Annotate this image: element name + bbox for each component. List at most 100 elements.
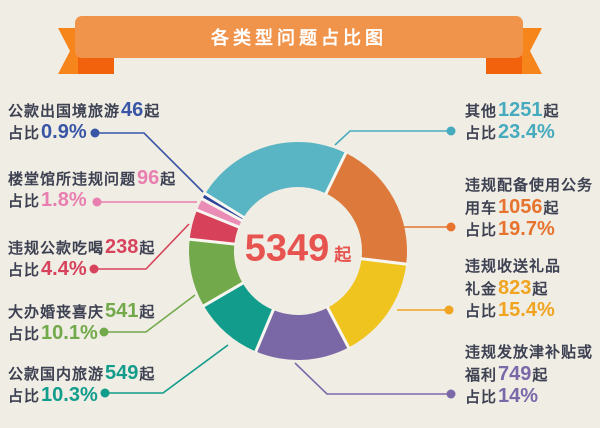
connector-dot-allowances-welfare — [446, 389, 456, 399]
label-text: 违规公款吃喝 — [8, 240, 105, 257]
connector-line-banquets — [94, 223, 190, 270]
slice-gap — [202, 281, 245, 308]
donut-slice-allowances-welfare — [255, 307, 349, 360]
label-text: 礼金 — [465, 281, 498, 298]
donut-slice-official-vehicles — [326, 153, 407, 265]
connector-line-domestic-travel — [105, 344, 229, 394]
ratio-prefix: 占比 — [465, 303, 498, 320]
label-text: 违规收送礼品 — [465, 258, 562, 275]
label-official-vehicles: 违规配备使用公务 用车 1056 起 占比 19.7% — [465, 174, 593, 240]
label-line: 占比 23.4% — [465, 121, 560, 143]
label-line: 占比 19.7% — [465, 218, 593, 240]
label-percent: 23.4% — [498, 121, 555, 143]
label-percent: 10.3% — [41, 384, 98, 406]
title-ribbon — [58, 16, 542, 74]
label-suffix: 起 — [139, 366, 156, 383]
label-suffix: 起 — [139, 304, 156, 321]
ribbon-fold-right — [486, 56, 522, 74]
connector-line-others — [334, 130, 451, 146]
label-line: 其他 1251 起 — [465, 99, 560, 121]
connector-dot-official-vehicles — [446, 222, 456, 232]
ratio-prefix: 占比 — [465, 389, 498, 406]
label-suffix: 起 — [144, 103, 161, 120]
ratio-prefix: 占比 — [8, 388, 41, 405]
label-percent: 14% — [498, 385, 539, 407]
label-count: 1056 — [498, 196, 543, 218]
ratio-prefix: 占比 — [8, 326, 41, 343]
label-line: 违规公款吃喝 238 起 — [8, 236, 155, 258]
ribbon-fold-left — [78, 56, 114, 74]
label-text: 公款国内旅游 — [8, 366, 105, 383]
label-percent: 19.7% — [498, 218, 555, 240]
label-percent: 1.8% — [41, 189, 87, 211]
label-line: 楼堂馆所违规问题 96 起 — [8, 167, 176, 189]
slice-gap — [203, 191, 246, 220]
label-line: 占比 14% — [465, 385, 593, 407]
label-line: 占比 10.3% — [8, 384, 155, 406]
label-count: 549 — [105, 362, 139, 384]
connector-dot-domestic-travel — [100, 388, 110, 398]
ratio-prefix: 占比 — [465, 222, 498, 239]
slice-gap — [325, 306, 351, 350]
donut-slice-others — [205, 142, 346, 218]
label-count: 823 — [498, 277, 532, 299]
label-line: 大办婚丧喜庆 541 起 — [8, 300, 155, 322]
label-suffix: 起 — [139, 240, 156, 257]
slice-gap — [360, 257, 408, 266]
donut-slice-buildings-halls — [196, 198, 242, 227]
donut-slice-overseas-travel — [202, 193, 244, 221]
label-gifts-money: 违规收送礼品 礼金 823 起 占比 15.4% — [465, 255, 561, 321]
label-weddings-funerals: 大办婚丧喜庆 541 起 占比 10.1% — [8, 300, 155, 344]
label-text: 违规发放津补贴或 — [465, 344, 594, 361]
slice-gap — [200, 197, 244, 223]
ratio-prefix: 占比 — [8, 193, 41, 210]
page-title: 各类型问题占比图 — [211, 28, 387, 48]
connector-dot-others — [446, 126, 456, 136]
total-unit: 起 — [334, 245, 352, 265]
donut-slice-domestic-travel — [203, 283, 274, 352]
label-line: 用车 1056 起 — [465, 196, 593, 218]
label-count: 749 — [498, 363, 532, 385]
connector-line-overseas-travel — [95, 132, 204, 193]
label-line: 占比 0.9% — [8, 121, 160, 143]
label-count: 541 — [105, 300, 139, 322]
label-others: 其他 1251 起 占比 23.4% — [465, 99, 560, 143]
label-percent: 10.1% — [41, 322, 98, 344]
donut-slice-gifts-money — [327, 258, 407, 348]
connector-line-weddings-funerals — [104, 294, 196, 333]
label-buildings-halls: 楼堂馆所违规问题 96 起 占比 1.8% — [8, 167, 176, 211]
label-line: 公款国内旅游 549 起 — [8, 362, 155, 384]
donut-center-total: 5349 起 — [245, 228, 352, 271]
label-percent: 15.4% — [498, 299, 555, 321]
slice-gap — [324, 151, 348, 196]
label-suffix: 起 — [160, 171, 177, 188]
connector-line-allowances-welfare — [294, 362, 451, 395]
label-suffix: 起 — [532, 367, 549, 384]
ribbon-body — [75, 16, 523, 58]
total-count: 5349 — [244, 227, 330, 270]
label-count: 96 — [137, 167, 160, 189]
label-text: 违规配备使用公务 — [465, 177, 594, 194]
label-allowances-welfare: 违规发放津补贴或 福利 749 起 占比 14% — [465, 341, 593, 407]
label-percent: 4.4% — [41, 258, 87, 280]
label-suffix: 起 — [543, 103, 560, 120]
label-overseas-travel: 公款出国境旅游 46 起 占比 0.9% — [8, 99, 160, 143]
slice-gap — [195, 208, 241, 229]
connector-dot-banquets — [89, 264, 99, 274]
label-line: 礼金 823 起 — [465, 277, 561, 299]
connector-dot-overseas-travel — [90, 128, 100, 138]
label-count: 1251 — [498, 99, 543, 121]
connector-dot-weddings-funerals — [99, 327, 109, 337]
label-text: 福利 — [465, 367, 498, 384]
label-line: 违规收送礼品 — [465, 255, 561, 277]
ratio-prefix: 占比 — [465, 125, 498, 142]
label-text: 楼堂馆所违规问题 — [8, 171, 137, 188]
ratio-prefix: 占比 — [8, 262, 41, 279]
slice-gap — [254, 308, 276, 354]
connector-dot-gifts-money — [444, 305, 454, 315]
connector-dot-buildings-halls — [92, 197, 102, 207]
label-line: 违规配备使用公务 — [465, 174, 593, 196]
slice-gap — [188, 237, 236, 246]
label-text: 公款出国境旅游 — [8, 103, 121, 120]
